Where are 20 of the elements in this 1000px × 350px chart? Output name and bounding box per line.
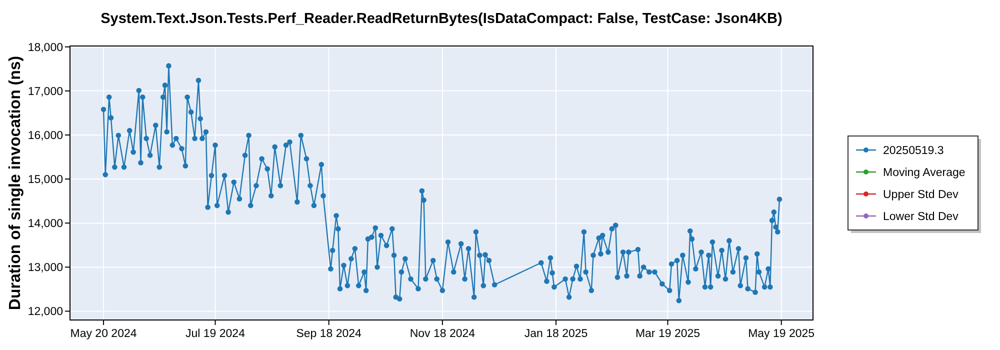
legend-label: Moving Average — [883, 167, 966, 179]
x-tick-label: Jan 18 2025 — [524, 328, 588, 340]
x-tick-label: Sep 18 2024 — [296, 328, 362, 340]
x-tick-label: May 19 2025 — [748, 328, 815, 340]
legend-label: Upper Std Dev — [883, 189, 959, 201]
x-tick-label: May 20 2024 — [70, 328, 138, 340]
y-axis-title: Duration of single invocation (ns) — [7, 56, 24, 310]
y-tick-label: 16,000 — [28, 130, 63, 142]
legend-label: Lower Std Dev — [883, 211, 959, 223]
y-tick-label: 12,000 — [28, 306, 63, 318]
x-tick-label: Mar 19 2025 — [635, 328, 700, 340]
y-tick-label: 18,000 — [28, 42, 63, 54]
y-tick-label: 14,000 — [28, 218, 63, 230]
x-tick-label: Jul 19 2024 — [186, 328, 246, 340]
y-tick-label: 13,000 — [28, 262, 63, 274]
chart-title: System.Text.Json.Tests.Perf_Reader.ReadReturnBytes(IsDataCompact: False, TestCase: Json4KB) — [100, 11, 783, 27]
x-tick-label: Nov 18 2024 — [410, 328, 476, 340]
y-tick-label: 15,000 — [28, 174, 63, 186]
y-tick-label: 17,000 — [28, 86, 63, 98]
legend-label: 20250519.3 — [883, 145, 944, 157]
